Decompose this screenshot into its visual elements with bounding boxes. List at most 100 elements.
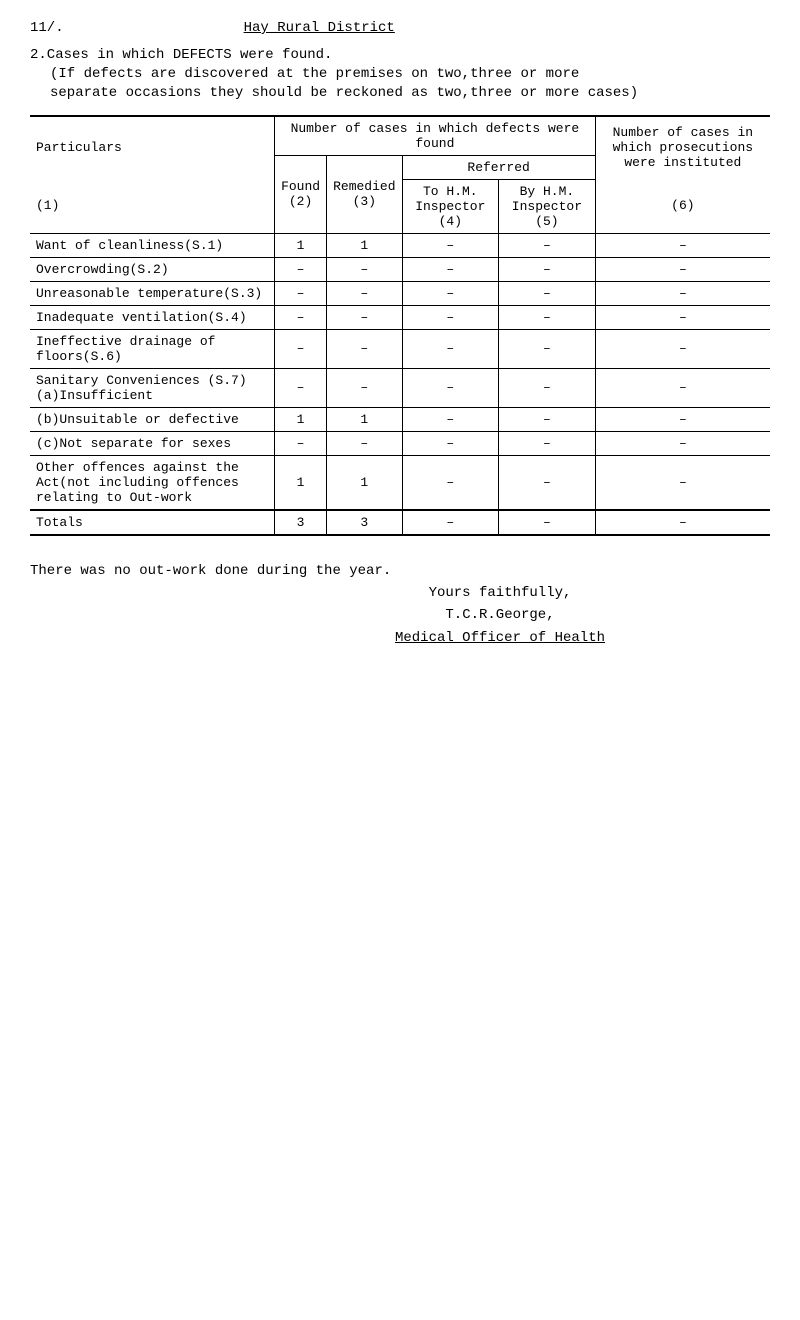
defects-table: Particulars Number of cases in which def…	[30, 115, 770, 536]
to-hm-num: (4)	[409, 214, 493, 229]
particulars-label: Particulars	[36, 140, 264, 155]
cell: –	[327, 281, 402, 305]
cell: –	[402, 233, 499, 257]
cell: –	[595, 455, 770, 510]
cell: –	[327, 368, 402, 407]
table-row: Unreasonable temperature(S.3)–––––	[30, 281, 770, 305]
row-label: Want of cleanliness(S.1)	[30, 233, 275, 257]
cell: –	[499, 368, 596, 407]
remedied-num: (3)	[333, 194, 395, 209]
cell: –	[402, 431, 499, 455]
cell: –	[595, 257, 770, 281]
col-remedied: Remedied (3)	[327, 155, 402, 233]
cell: –	[327, 431, 402, 455]
particulars-num: (1)	[30, 179, 275, 233]
row-label: Sanitary Conveniences (S.7) (a)Insuffici…	[30, 368, 275, 407]
cell: –	[595, 233, 770, 257]
cell: –	[595, 281, 770, 305]
cell: 1	[327, 407, 402, 431]
footer-line-2: Yours faithfully,	[230, 582, 770, 604]
cell: –	[402, 455, 499, 510]
totals-label: Totals	[30, 510, 275, 535]
page-header: 11/. Hay Rural District	[30, 20, 770, 36]
cell: –	[275, 329, 327, 368]
cell: –	[327, 305, 402, 329]
table-row: Other offences against the Act(not inclu…	[30, 455, 770, 510]
page-number: 11/.	[30, 20, 64, 36]
to-hm-label: To H.M. Inspector	[409, 184, 493, 214]
cell: –	[499, 233, 596, 257]
col-referred: Referred	[402, 155, 595, 179]
cell: –	[499, 305, 596, 329]
cell: –	[402, 329, 499, 368]
row-label: Ineffective drainage of floors(S.6)	[30, 329, 275, 368]
totals-c5: –	[499, 510, 596, 535]
cell: –	[499, 281, 596, 305]
row-label: Unreasonable temperature(S.3)	[30, 281, 275, 305]
cell: 1	[327, 455, 402, 510]
intro-heading: 2.Cases in which DEFECTS were found.	[30, 46, 770, 65]
cell: –	[402, 281, 499, 305]
cell: –	[275, 281, 327, 305]
totals-row: Totals 3 3 – – –	[30, 510, 770, 535]
cell: –	[402, 407, 499, 431]
col-particulars: Particulars	[30, 116, 275, 180]
row-label: (b)Unsuitable or defective	[30, 407, 275, 431]
intro-line-2: separate occasions they should be reckon…	[50, 84, 770, 103]
cell: –	[595, 407, 770, 431]
cell: –	[499, 257, 596, 281]
cell: –	[275, 431, 327, 455]
cell: –	[275, 305, 327, 329]
cell: –	[327, 329, 402, 368]
table-row: Sanitary Conveniences (S.7) (a)Insuffici…	[30, 368, 770, 407]
footer-line-3: T.C.R.George,	[230, 604, 770, 626]
cell: –	[327, 257, 402, 281]
totals-c4: –	[402, 510, 499, 535]
totals-c2: 3	[275, 510, 327, 535]
table-row: Overcrowding(S.2)–––––	[30, 257, 770, 281]
cell: –	[595, 368, 770, 407]
found-num: (2)	[281, 194, 320, 209]
cell: –	[499, 431, 596, 455]
table-row: Inadequate ventilation(S.4)–––––	[30, 305, 770, 329]
cell: –	[595, 431, 770, 455]
cell: –	[499, 329, 596, 368]
row-label: (c)Not separate for sexes	[30, 431, 275, 455]
totals-c6: –	[595, 510, 770, 535]
cell: –	[499, 407, 596, 431]
col-found: Found (2)	[275, 155, 327, 233]
found-label: Found	[281, 179, 320, 194]
cell: 1	[275, 407, 327, 431]
by-hm-label: By H.M. Inspector	[505, 184, 589, 214]
totals-c3: 3	[327, 510, 402, 535]
row-label: Overcrowding(S.2)	[30, 257, 275, 281]
footer-line-4: Medical Officer of Health	[230, 627, 770, 649]
cell: –	[402, 368, 499, 407]
col-prosecutions: Number of cases in which prosecutions we…	[595, 116, 770, 180]
cell: –	[595, 305, 770, 329]
row-label: Inadequate ventilation(S.4)	[30, 305, 275, 329]
col-cases-found: Number of cases in which defects were fo…	[275, 116, 596, 156]
footer-line-1: There was no out-work done during the ye…	[30, 560, 770, 582]
col-to-hm: To H.M. Inspector (4)	[402, 179, 499, 233]
table-row: Ineffective drainage of floors(S.6)–––––	[30, 329, 770, 368]
by-hm-num: (5)	[505, 214, 589, 229]
cell: 1	[275, 233, 327, 257]
table-row: (c)Not separate for sexes–––––	[30, 431, 770, 455]
cell: –	[275, 257, 327, 281]
cell: –	[402, 257, 499, 281]
cell: –	[595, 329, 770, 368]
district-title: Hay Rural District	[244, 20, 395, 36]
col-by-hm: By H.M. Inspector (5)	[499, 179, 596, 233]
cell: 1	[327, 233, 402, 257]
col6-num: (6)	[595, 179, 770, 233]
cell: 1	[275, 455, 327, 510]
footer-block: There was no out-work done during the ye…	[30, 560, 770, 650]
intro-block: 2.Cases in which DEFECTS were found. (If…	[30, 46, 770, 103]
intro-line-1: (If defects are discovered at the premis…	[50, 65, 770, 84]
table-row: (b)Unsuitable or defective11–––	[30, 407, 770, 431]
cell: –	[402, 305, 499, 329]
remedied-label: Remedied	[333, 179, 395, 194]
row-label: Other offences against the Act(not inclu…	[30, 455, 275, 510]
table-row: Want of cleanliness(S.1)11–––	[30, 233, 770, 257]
